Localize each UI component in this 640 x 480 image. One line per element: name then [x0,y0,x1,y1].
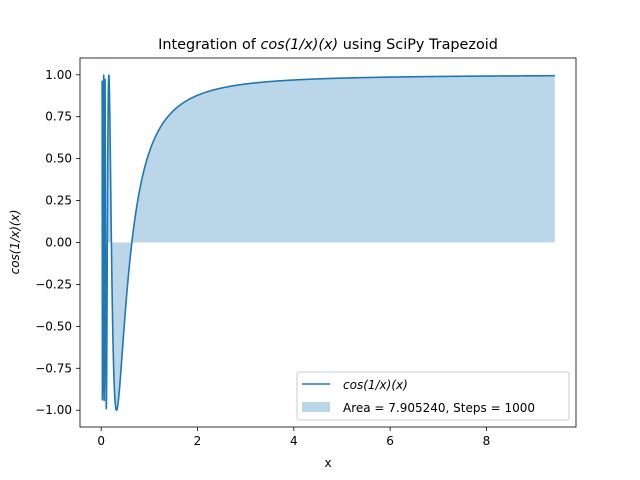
y-tick-label: 0.75 [45,110,72,124]
x-tick-label: 8 [483,434,491,448]
x-tick-label: 2 [194,434,202,448]
y-tick-label: 0.00 [45,236,72,250]
x-tick-label: 4 [290,434,298,448]
y-tick-label: −0.50 [35,319,72,333]
legend-area-swatch [302,402,330,412]
legend-label-line: cos(1/x)(x) [343,378,408,392]
legend: cos(1/x)(x) Area = 7.905240, Steps = 100… [297,372,569,420]
x-tick-label: 0 [97,434,105,448]
y-tick-label: −0.75 [35,361,72,375]
y-tick-label: 0.25 [45,194,72,208]
y-tick-label: 0.50 [45,152,72,166]
x-tick-label: 6 [386,434,394,448]
y-tick-label: 1.00 [45,68,72,82]
chart-title: Integration of cos(1/x)(x) using SciPy T… [158,37,498,53]
x-axis-label: x [324,456,331,470]
y-tick-label: −1.00 [35,403,72,417]
legend-label-area: Area = 7.905240, Steps = 1000 [343,401,535,415]
y-tick-label: −0.25 [35,277,72,291]
y-axis-label: cos(1/x)(x) [8,210,22,275]
